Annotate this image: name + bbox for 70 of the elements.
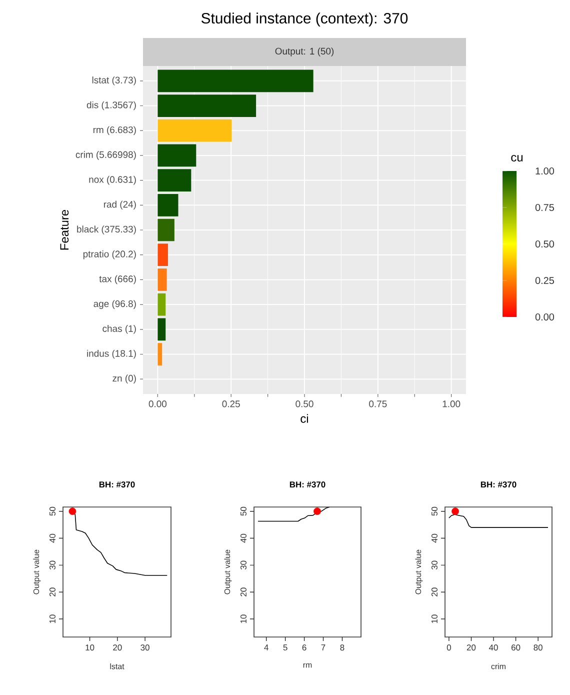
bar	[158, 244, 168, 266]
y-tick-label: 20	[49, 588, 56, 596]
y-tick-label: black (375.33)	[77, 226, 136, 234]
x-tick-label: 0	[446, 644, 451, 651]
line-series	[258, 506, 330, 522]
y-tick-label: rad (24)	[104, 200, 136, 210]
x-tick-label: 7	[321, 644, 326, 650]
bar	[158, 169, 192, 192]
y-tick-label: 10	[49, 614, 56, 624]
bar	[158, 94, 256, 117]
y-tick-label: 50	[49, 506, 56, 516]
y-tick-label: 40	[240, 534, 246, 543]
x-axis-title: ci	[300, 414, 308, 423]
chart-title: BH: #370	[99, 481, 135, 488]
y-tick-label: 50	[240, 506, 246, 516]
y-axis-title: Feature	[60, 210, 69, 250]
y-tick-label: nox (0.631)	[89, 176, 136, 185]
bar	[158, 119, 232, 142]
x-tick-label: 0.00	[148, 400, 167, 408]
x-tick-label: 0.25	[222, 400, 240, 408]
y-tick-label: lstat (3.73)	[92, 76, 136, 86]
bar	[158, 318, 166, 341]
bar	[158, 268, 167, 291]
y-tick-label: 40	[49, 534, 56, 543]
bar	[158, 293, 166, 316]
color-bar-label: 0.75	[535, 204, 554, 212]
y-tick-label: 10	[431, 614, 438, 624]
y-tick-label: 30	[49, 560, 56, 570]
y-tick-label: zn (0)	[112, 374, 136, 384]
x-tick-label: 0.50	[296, 400, 314, 408]
y-tick-label: age (96.8)	[94, 300, 136, 309]
bar	[158, 144, 196, 167]
y-tick-label: 40	[431, 534, 438, 543]
bar	[158, 194, 178, 216]
chart-subtitle: Output: 1 (50)	[275, 48, 334, 56]
color-bar-title: cu	[511, 154, 523, 162]
y-tick-label: 10	[240, 614, 246, 624]
x-tick-label: 4	[264, 644, 268, 650]
x-tick-label: 1.00	[442, 400, 460, 408]
y-tick-label: crim (5.66998)	[76, 151, 136, 160]
y-tick-label: 20	[431, 588, 438, 596]
y-tick-label: 50	[431, 506, 438, 516]
y-tick-label: ptratio (20.2)	[83, 250, 136, 260]
color-bar-label: 0.25	[535, 276, 554, 284]
color-bar-label: 0.50	[535, 240, 554, 248]
x-tick-label: 30	[140, 644, 150, 651]
y-tick-label: indus (18.1)	[87, 350, 136, 359]
color-bar-label: 1.00	[536, 167, 554, 175]
x-tick-label: 80	[534, 644, 542, 651]
bar	[158, 343, 162, 366]
bar	[158, 218, 174, 242]
y-tick-label: 30	[431, 560, 438, 570]
color-bar-label: 0.00	[535, 313, 554, 321]
x-tick-label: 6	[302, 644, 306, 651]
x-tick-label: 40	[488, 644, 498, 651]
bar	[158, 70, 314, 92]
x-tick-label: 60	[512, 644, 520, 651]
y-tick-label: tax (666)	[99, 275, 136, 284]
x-tick-label: 20	[466, 644, 476, 651]
y-tick-label: dis (1.3567)	[86, 101, 136, 110]
y-tick-label: rm (6.683)	[93, 126, 136, 136]
y-tick-label: 20	[240, 588, 246, 596]
y-tick-label: chas (1)	[102, 324, 136, 334]
x-tick-label: 8	[340, 644, 344, 651]
x-tick-label: 0.75	[369, 400, 387, 408]
y-tick-label: 30	[240, 560, 246, 570]
chart-title: BH: #370	[480, 481, 516, 488]
x-tick-label: 5	[283, 644, 288, 650]
chart-title: BH: #370	[290, 481, 326, 488]
chart-title: Studied instance (context): 370	[201, 12, 408, 26]
